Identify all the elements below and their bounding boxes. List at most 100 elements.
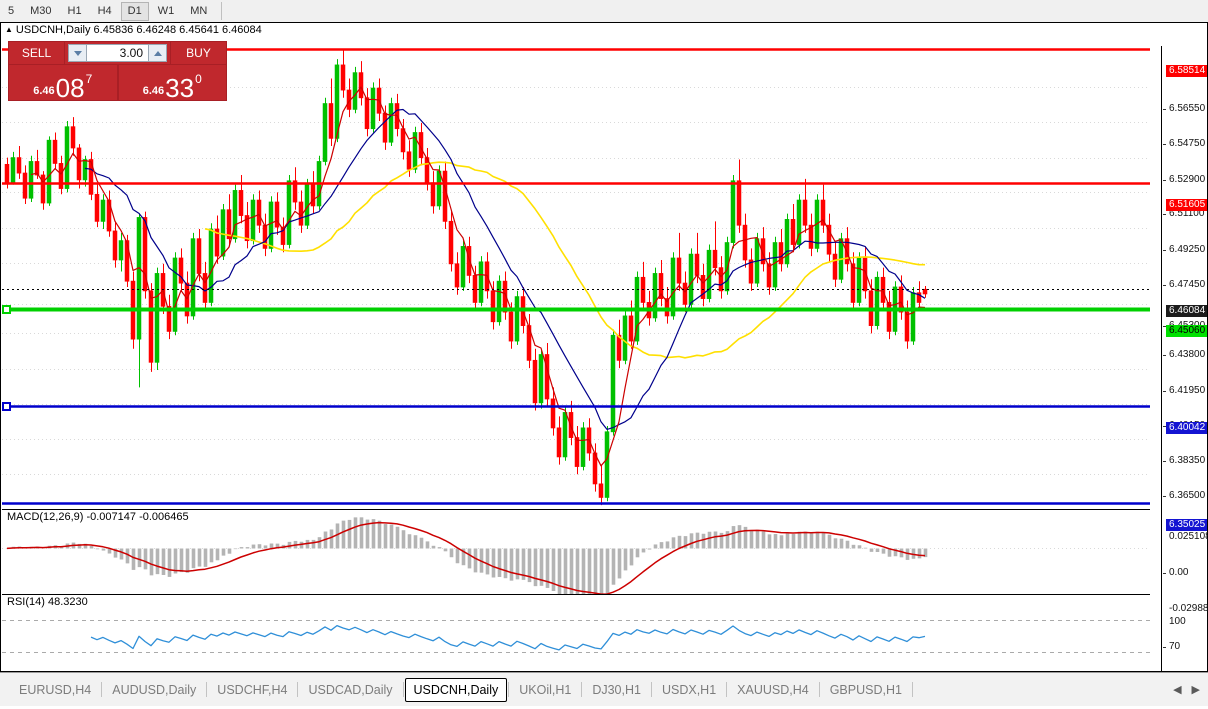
price-scale-tick bbox=[1163, 326, 1166, 328]
timeframe-button-w1[interactable]: W1 bbox=[157, 4, 175, 17]
buy-price[interactable]: 6.46 33 0 bbox=[117, 65, 227, 103]
macd-chart-svg bbox=[2, 517, 1150, 594]
sell-button[interactable]: SELL bbox=[8, 41, 65, 65]
symbol-quote-line: USDCNH,Daily 6.45836 6.46248 6.45641 6.4… bbox=[15, 24, 262, 36]
buy-price-big: 33 bbox=[165, 73, 195, 103]
price-scale-tick bbox=[1163, 214, 1166, 216]
price-scale-label: 6.41950 bbox=[1169, 385, 1206, 397]
chart-tab-bar[interactable]: EURUSD,H4 AUDUSD,Daily USDCHF,H4 USDCAD,Dai… bbox=[0, 672, 1208, 706]
sell-price-prefix: 6.46 bbox=[33, 85, 55, 97]
price-scale-label: 6.38350 bbox=[1169, 454, 1206, 466]
chart-tab-gbpusd[interactable]: GBPUSD,H1 bbox=[829, 682, 902, 697]
timeframe-button-m30[interactable]: M30 bbox=[30, 4, 52, 17]
chart-tab-xauusd[interactable]: XAUUSD,H4 bbox=[737, 682, 809, 697]
price-level-label-support-blue-lower[interactable]: 6.35025 bbox=[1166, 518, 1208, 531]
rsi-chart-svg bbox=[2, 620, 1150, 653]
rsi-scale-tick bbox=[1163, 646, 1166, 648]
price-scale-tick bbox=[1163, 143, 1166, 145]
volume-stepper[interactable]: 3.00 bbox=[65, 41, 170, 65]
tab-divider bbox=[101, 682, 103, 697]
chart-header: ▲ USDCNH,Daily 6.45836 6.46248 6.45641 6.… bbox=[1, 23, 1207, 37]
tab-divider bbox=[206, 682, 208, 697]
chart-tab-dj30[interactable]: DJ30,H1 bbox=[592, 682, 641, 697]
toolbar-divider bbox=[221, 2, 223, 20]
chevron-up-icon bbox=[153, 50, 162, 56]
price-level-label-support-blue-upper[interactable]: 6.40042 bbox=[1166, 421, 1208, 434]
timeframe-button-d1[interactable]: D1 bbox=[120, 1, 149, 21]
price-scale-label: 6.49250 bbox=[1169, 244, 1206, 256]
tab-divider bbox=[911, 682, 913, 697]
buy-price-prefix: 6.46 bbox=[142, 85, 165, 97]
price-scale-label: 6.36500 bbox=[1169, 490, 1206, 502]
chart-area: ▲ USDCNH,Daily 6.45836 6.46248 6.45641 6.… bbox=[0, 22, 1208, 709]
macd-scale-label: -0.029883 bbox=[1169, 603, 1208, 614]
tab-divider bbox=[650, 682, 652, 697]
chart-tab-audusd[interactable]: AUDUSD,Daily bbox=[112, 682, 197, 697]
price-scale-tick bbox=[1163, 109, 1166, 111]
price-scale-label: 6.51100 bbox=[1169, 208, 1205, 220]
scroll-left-icon[interactable]: ◀ bbox=[1173, 684, 1182, 696]
collapse-arrow-icon[interactable]: ▲ bbox=[5, 25, 13, 34]
buy-button[interactable]: BUY bbox=[170, 41, 227, 65]
price-scale[interactable]: 6.56550 6.54750 6.52900 6.51100 6.49250 6.474… bbox=[1163, 46, 1208, 709]
buy-price-fraction: 0 bbox=[195, 72, 202, 86]
chart-tab-usdcnh[interactable]: USDCNH,Daily bbox=[404, 677, 508, 702]
macd-scale-tick bbox=[1163, 573, 1166, 574]
timeframe-button-5[interactable]: 5 bbox=[8, 4, 15, 17]
price-scale-axis bbox=[1161, 46, 1162, 677]
sell-price-big: 08 bbox=[55, 73, 85, 103]
rsi-label: RSI(14) 48.3230 bbox=[6, 596, 89, 608]
price-chart-svg bbox=[2, 48, 1150, 506]
price-scale-tick bbox=[1163, 391, 1166, 393]
price-scale-label: 6.56550 bbox=[1169, 103, 1206, 115]
price-scale-tick bbox=[1163, 284, 1166, 286]
tab-divider bbox=[818, 682, 820, 697]
tab-divider bbox=[297, 682, 299, 697]
scroll-right-icon[interactable]: ▶ bbox=[1191, 684, 1200, 696]
price-level-label-resistance-upper[interactable]: 6.58514 bbox=[1166, 65, 1208, 78]
timeframe-button-h1[interactable]: H1 bbox=[67, 4, 82, 17]
price-level-label-support-green[interactable]: 6.45060 bbox=[1166, 324, 1208, 337]
one-click-trading-panel[interactable]: SELL 3.00 BUY 6.46 08 7 6.46 33 0 bbox=[8, 41, 227, 101]
chart-tab-usdchf[interactable]: USDCHF,H4 bbox=[217, 682, 288, 697]
macd-scale-label: 0.025108 bbox=[1169, 531, 1208, 542]
sell-price-fraction: 7 bbox=[85, 72, 93, 86]
volume-decrease-button[interactable] bbox=[68, 44, 87, 62]
price-scale-label: 6.43800 bbox=[1169, 349, 1206, 361]
price-scale-label: 6.47450 bbox=[1169, 278, 1206, 290]
chart-tab-eurusd[interactable]: EURUSD,H4 bbox=[19, 682, 92, 697]
price-scale-label: 6.52900 bbox=[1169, 173, 1206, 185]
rsi-pane[interactable]: RSI(14) 48.3230 bbox=[2, 594, 1150, 677]
tab-divider bbox=[726, 682, 728, 697]
price-scale-tick bbox=[1163, 425, 1166, 427]
rsi-scale-label: 100 bbox=[1169, 616, 1186, 627]
price-pane[interactable] bbox=[2, 36, 1150, 509]
chevron-down-icon bbox=[73, 50, 82, 56]
price-scale-label: 6.54750 bbox=[1169, 137, 1206, 149]
chart-tab-usdcad[interactable]: USDCAD,Daily bbox=[308, 682, 393, 697]
timeframe-button-mn[interactable]: MN bbox=[190, 4, 208, 17]
volume-increase-button[interactable] bbox=[148, 44, 167, 62]
volume-input[interactable]: 3.00 bbox=[87, 44, 148, 62]
tab-scroll-controls[interactable]: ◀ ▶ bbox=[1173, 683, 1208, 696]
rsi-scale-label: 70 bbox=[1169, 640, 1181, 652]
price-scale-tick bbox=[1163, 460, 1166, 462]
tab-divider bbox=[402, 682, 404, 697]
macd-pane[interactable]: MACD(12,26,9) -0.007147 -0.006465 bbox=[2, 509, 1150, 594]
price-level-label-resistance-lower[interactable]: 6.51605 bbox=[1166, 198, 1208, 211]
timeframe-button-h4[interactable]: H4 bbox=[97, 4, 112, 17]
price-level-label-current-bid[interactable]: 6.46084 bbox=[1166, 305, 1208, 318]
timeframe-toolbar: 5 M30 H1 H4 D1 W1 MN bbox=[0, 0, 1208, 23]
sell-price[interactable]: 6.46 08 7 bbox=[8, 65, 118, 101]
price-scale-tick bbox=[1163, 496, 1166, 498]
oct-top-row: SELL 3.00 BUY bbox=[8, 41, 227, 65]
oct-price-row: 6.46 08 7 6.46 33 0 bbox=[8, 65, 227, 101]
macd-label: MACD(12,26,9) -0.007147 -0.006465 bbox=[6, 511, 190, 523]
chart-tab-ukoil[interactable]: UKOil,H1 bbox=[519, 682, 572, 697]
price-scale-tick bbox=[1163, 179, 1166, 181]
chart-tab-usdx[interactable]: USDX,H1 bbox=[661, 682, 717, 697]
tab-divider bbox=[581, 682, 583, 697]
macd-scale-label: 0.00 bbox=[1169, 567, 1189, 578]
price-scale-tick bbox=[1163, 355, 1166, 357]
